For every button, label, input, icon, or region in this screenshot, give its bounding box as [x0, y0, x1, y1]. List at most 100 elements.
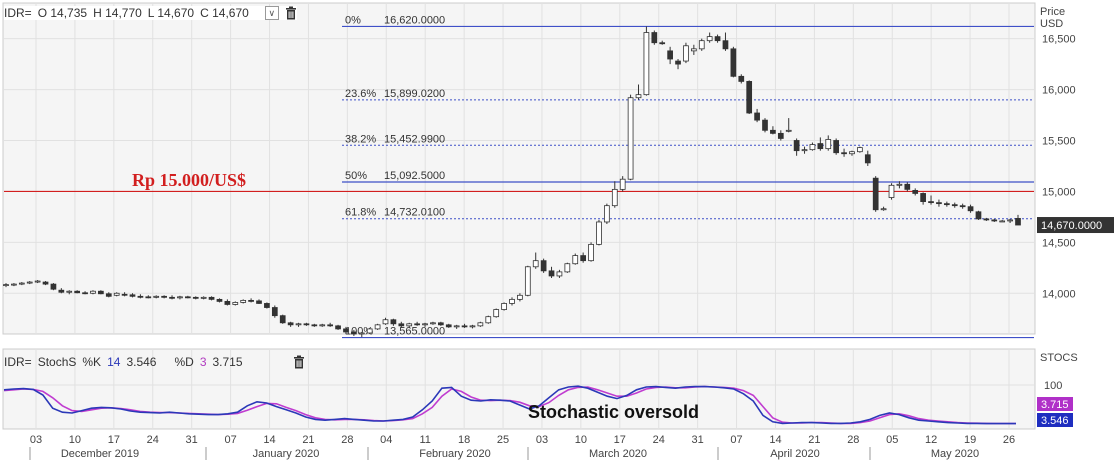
stoch-k-line	[3, 385, 1016, 425]
price-tick-label: 14,500	[1042, 237, 1076, 249]
x-tick-label: 31	[186, 434, 198, 446]
candle-body	[604, 205, 610, 223]
fib-level-label: 100%	[345, 326, 373, 338]
x-tick-label: 28	[847, 434, 859, 446]
candle-body	[698, 40, 705, 50]
x-tick-label: 07	[730, 434, 742, 446]
candle-body	[295, 323, 302, 326]
close-label: C	[200, 6, 209, 20]
candle-body	[358, 332, 365, 335]
candle-body	[675, 60, 681, 65]
fib-level-label: 50%	[345, 170, 367, 182]
d-label: %D	[174, 355, 194, 369]
candle-body	[825, 139, 832, 150]
candle-body	[129, 294, 136, 297]
candle-body	[200, 296, 207, 299]
candle-body	[343, 328, 349, 333]
month-label: April 2020	[770, 448, 820, 460]
trash-icon[interactable]	[285, 6, 297, 20]
candle-body	[3, 284, 9, 287]
x-tick-label: 18	[458, 434, 470, 446]
candle-body	[659, 42, 666, 45]
candle-body	[11, 283, 17, 286]
last-price-badge	[1037, 217, 1114, 234]
price-axis-title-line2: USD	[1040, 18, 1064, 30]
x-tick-label: 26	[1003, 434, 1015, 446]
candle-body	[74, 290, 81, 294]
candle-body	[287, 322, 294, 326]
candle-body	[762, 119, 768, 131]
x-tick-label: 05	[886, 434, 898, 446]
candle-body	[880, 208, 887, 211]
candle-body	[722, 40, 729, 50]
candle-body	[532, 260, 539, 268]
candle-body	[999, 220, 1006, 223]
x-tick-label: 31	[692, 434, 704, 446]
candle-body	[208, 296, 215, 300]
trash-icon[interactable]	[293, 355, 305, 369]
candle-body	[738, 75, 745, 82]
candle-body	[619, 178, 626, 190]
x-tick-label: 10	[69, 434, 81, 446]
candle-body	[327, 324, 334, 327]
fib-level-label: 23.6%	[345, 88, 376, 100]
ohlc-header: IDR= O 14,735 H 14,770 L 14,670 C 14,670…	[4, 6, 297, 20]
candle-body	[501, 303, 507, 310]
candle-body	[588, 243, 594, 262]
open-readout: O 14,735	[38, 6, 87, 20]
candle-body	[793, 140, 800, 152]
candle-body	[461, 325, 468, 328]
price-axis: 14,000 14,500 15,000 15,500 16,000 16,500 14,6…	[1037, 34, 1114, 300]
stoch-axis: 100 3.715 3.546	[1037, 380, 1073, 427]
candle-body	[98, 290, 104, 295]
candle-body	[841, 152, 847, 155]
x-tick-label: 04	[380, 434, 392, 446]
price-tick-label: 16,500	[1042, 34, 1076, 46]
candle-body	[430, 322, 436, 325]
candle-body	[809, 144, 816, 151]
fib-level-label: 38.2%	[345, 133, 376, 145]
low-readout: L 14,670	[148, 6, 194, 20]
stoch-axis-title: STOCS	[1040, 352, 1078, 364]
candle-body	[548, 270, 555, 277]
candle-body	[746, 81, 753, 114]
candle-body	[192, 296, 199, 299]
fib-value-label: 14,732.0100	[384, 207, 445, 219]
candle-body	[667, 50, 673, 60]
candle-body	[90, 290, 96, 294]
candle-body	[161, 295, 167, 298]
x-tick-label: 10	[575, 434, 587, 446]
candle-body	[113, 292, 120, 296]
candle-body	[975, 211, 982, 220]
x-tick-label: 17	[108, 434, 120, 446]
candle-body	[264, 303, 270, 308]
candle-body	[335, 325, 341, 330]
candle-body	[177, 296, 183, 299]
candle-body	[50, 283, 57, 290]
candle-body	[82, 292, 88, 295]
candle-body	[445, 324, 452, 328]
high-value: 14,770	[105, 6, 142, 20]
high-readout: H 14,770	[93, 6, 142, 20]
candle-body	[153, 295, 160, 298]
candle-body	[351, 331, 357, 335]
candle-body	[509, 298, 515, 304]
candle-body	[1015, 218, 1021, 226]
candle-body	[690, 48, 697, 52]
chevron-down-icon[interactable]: ∨	[264, 6, 279, 20]
candle-body	[184, 296, 191, 299]
candle-body	[311, 324, 318, 327]
candle-body	[485, 316, 492, 324]
d-value-badge	[1037, 397, 1073, 411]
candle-body	[1007, 219, 1013, 222]
open-value: 14,735	[50, 6, 88, 20]
candle-body	[817, 143, 824, 150]
x-tick-label: 14	[769, 434, 781, 446]
candle-body	[169, 296, 175, 299]
x-tick-label: 12	[925, 434, 937, 446]
candle-body	[991, 219, 998, 222]
fib-value-label: 15,452.9900	[384, 133, 445, 145]
month-label: May 2020	[931, 448, 979, 460]
candle-body	[801, 149, 808, 152]
stoch-tick-label: 100	[1044, 380, 1062, 392]
